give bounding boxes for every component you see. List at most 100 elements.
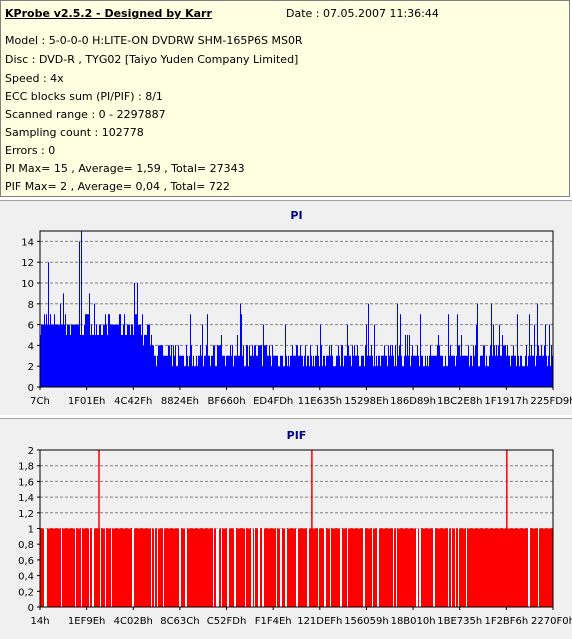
x-tick-label: 4C42Fh bbox=[114, 396, 152, 407]
pif-gap bbox=[111, 528, 112, 607]
y-tick-label: 1,2 bbox=[18, 509, 34, 520]
pif-gap bbox=[341, 528, 342, 607]
pif-gap bbox=[179, 528, 181, 607]
chart-title: PIF bbox=[287, 429, 307, 442]
y-tick-label: 2 bbox=[28, 362, 34, 373]
plot-border bbox=[39, 230, 554, 388]
pif-gap bbox=[276, 528, 277, 607]
y-tick-label: 0 bbox=[28, 603, 34, 614]
x-tick-label: ED4FDh bbox=[253, 396, 293, 407]
y-tick-label: 2 bbox=[28, 446, 34, 457]
pif-gap bbox=[44, 528, 45, 607]
pi-chart: PI 0 2 4 6 8 10 12 14 7Ch 1F01Eh 4C42Fh 8824Eh BF660h… bbox=[21, 209, 572, 407]
pif-gap bbox=[340, 528, 341, 607]
x-tick-label: 225FD9h bbox=[530, 396, 572, 407]
pif-gap bbox=[259, 528, 260, 607]
pif-gap bbox=[81, 528, 82, 607]
x-tick-label: 11E635h bbox=[298, 396, 342, 407]
pif-gap bbox=[363, 528, 365, 607]
x-tick-label: 156059h bbox=[344, 616, 389, 627]
pif-gap bbox=[280, 528, 282, 607]
pif-gap bbox=[185, 528, 187, 607]
bars-group bbox=[40, 450, 553, 607]
pif-gap bbox=[218, 528, 219, 607]
x-tick-label: C52FDh bbox=[207, 616, 247, 627]
y-tick-label: 10 bbox=[21, 279, 34, 290]
pif-gap bbox=[245, 528, 246, 607]
pif-gap bbox=[451, 528, 452, 607]
x-tick-label: 15298Eh bbox=[344, 396, 388, 407]
y-tick-label: 0,2 bbox=[18, 587, 34, 598]
y-tick-label: 0,6 bbox=[18, 556, 34, 567]
x-tick-label: 121DEFh bbox=[297, 616, 342, 627]
y-tick-label: 0,8 bbox=[18, 540, 34, 551]
pif-gap bbox=[89, 528, 90, 607]
y-tick-label: 1,6 bbox=[18, 477, 34, 488]
pif-gap bbox=[154, 528, 155, 607]
pif-chart-panel: PIF 0 0,2 0,4 0,6 0,8 1 1,2 1,4 1,6 1,8 2 14h 1EF9Eh 4… bbox=[0, 418, 572, 639]
x-tick-label: 7Ch bbox=[30, 396, 50, 407]
pif-gap bbox=[258, 528, 259, 607]
pif-gap bbox=[466, 528, 467, 607]
pif-gap bbox=[377, 528, 379, 607]
x-tick-label: 1BC2E8h bbox=[437, 396, 482, 407]
pif-gap bbox=[538, 528, 539, 607]
pif-gap bbox=[262, 528, 264, 607]
pif-gap bbox=[393, 528, 394, 607]
x-tick-label: 8C63Ch bbox=[160, 616, 199, 627]
chart-title: PI bbox=[290, 209, 302, 222]
bars-group bbox=[40, 231, 553, 387]
y-tick-label: 1,4 bbox=[18, 493, 34, 504]
y-tick-label: 6 bbox=[28, 321, 34, 332]
pif-gap bbox=[221, 528, 222, 607]
x-tick-label: 1F2BF6h bbox=[484, 616, 528, 627]
pif-gap bbox=[458, 528, 459, 607]
x-tick-label: 186D89h bbox=[390, 396, 436, 407]
ecc-line: ECC blocks sum (PI/PIF) : 8/1 bbox=[5, 90, 163, 103]
pif-gap bbox=[163, 528, 164, 607]
pif-gap bbox=[213, 528, 214, 607]
pif-summary-line: PIF Max= 2 , Average= 0,04 , Total= 722 bbox=[5, 180, 230, 193]
pif-gap bbox=[105, 528, 106, 607]
pif-gap bbox=[396, 528, 397, 607]
pif-gap bbox=[419, 528, 421, 607]
y-tick-label: 0 bbox=[28, 383, 34, 394]
pif-gap bbox=[448, 528, 449, 607]
pif-gap bbox=[528, 528, 530, 607]
pif-gap bbox=[307, 528, 309, 607]
pif-gap bbox=[330, 528, 331, 607]
y-tick-label: 14 bbox=[21, 237, 34, 248]
pif-gap bbox=[92, 528, 94, 607]
pif-gap bbox=[324, 528, 326, 607]
pif-gap bbox=[132, 528, 134, 607]
y-tick-label: 12 bbox=[21, 258, 34, 269]
pif-gap bbox=[157, 528, 158, 607]
x-tick-label: 1EF9Eh bbox=[68, 616, 105, 627]
x-tick-label: BF660h bbox=[208, 396, 246, 407]
pif-gap bbox=[75, 528, 76, 607]
speed-line: Speed : 4x bbox=[5, 72, 64, 85]
disc-line: Disc : DVD-R , TYG02 [Taiyo Yuden Compan… bbox=[5, 53, 299, 66]
pif-gap bbox=[100, 528, 101, 607]
pif-gap bbox=[45, 528, 47, 607]
sampling-line: Sampling count : 102778 bbox=[5, 126, 144, 139]
y-tick-label: 8 bbox=[28, 300, 34, 311]
y-tick-label: 0,4 bbox=[18, 572, 34, 583]
pif-chart: PIF 0 0,2 0,4 0,6 0,8 1 1,2 1,4 1,6 1,8 2 14h 1EF9Eh 4… bbox=[18, 429, 572, 627]
pif-gap bbox=[318, 528, 319, 607]
info-panel: KProbe v2.5.2 - Designed by Karr Date : … bbox=[0, 0, 570, 197]
x-tick-label: 14h bbox=[30, 616, 49, 627]
x-tick-label: 1F1917h bbox=[484, 396, 528, 407]
pif-gap bbox=[61, 528, 62, 607]
y-tick-label: 1 bbox=[28, 525, 34, 536]
app-title: KProbe v2.5.2 - Designed by Karr bbox=[5, 7, 212, 20]
pi-summary-line: PI Max= 15 , Average= 1,59 , Total= 2734… bbox=[5, 162, 245, 175]
range-line: Scanned range : 0 - 2297887 bbox=[5, 108, 166, 121]
model-line: Model : 5-0-0-0 H:LITE-ON DVDRW SHM-165P… bbox=[5, 34, 303, 47]
scan-date: Date : 07.05.2007 11:36:44 bbox=[286, 7, 439, 20]
pif-gap bbox=[151, 528, 152, 607]
pif-gap bbox=[347, 528, 348, 607]
pif-gap bbox=[254, 528, 255, 607]
pif-gap bbox=[216, 528, 218, 607]
pif-gap bbox=[417, 528, 418, 607]
